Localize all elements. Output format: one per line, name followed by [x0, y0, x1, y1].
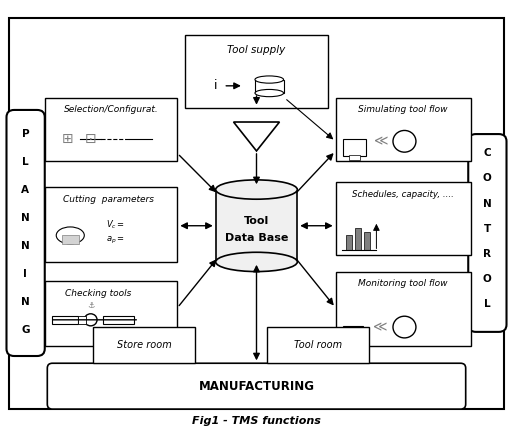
FancyBboxPatch shape: [185, 35, 328, 108]
FancyBboxPatch shape: [45, 187, 177, 262]
Text: R: R: [483, 249, 491, 259]
Text: L: L: [22, 157, 29, 167]
Bar: [104, 316, 134, 324]
FancyBboxPatch shape: [336, 98, 471, 161]
Text: Cutting  parameters: Cutting parameters: [63, 195, 154, 204]
Text: ⊞: ⊞: [62, 132, 73, 146]
Text: Checking tools: Checking tools: [65, 289, 131, 298]
Text: N: N: [21, 297, 30, 307]
FancyBboxPatch shape: [93, 327, 195, 363]
FancyBboxPatch shape: [45, 98, 177, 161]
Text: O: O: [483, 274, 491, 284]
Text: P: P: [22, 129, 29, 139]
Ellipse shape: [56, 227, 84, 244]
Ellipse shape: [393, 316, 416, 338]
Bar: [346, 236, 352, 250]
Text: Data Base: Data Base: [225, 233, 288, 243]
Text: Schedules, capacity, ....: Schedules, capacity, ....: [352, 190, 454, 199]
Text: Tool: Tool: [244, 216, 269, 226]
Bar: [52, 316, 78, 324]
Text: N: N: [21, 213, 30, 223]
Bar: [348, 339, 358, 344]
Text: Store room: Store room: [117, 340, 172, 350]
Bar: [343, 326, 363, 340]
Text: O: O: [483, 173, 491, 184]
Text: C: C: [483, 149, 491, 158]
Bar: [349, 155, 360, 160]
Text: ≪: ≪: [373, 320, 387, 334]
Text: Simulating tool flow: Simulating tool flow: [358, 105, 448, 114]
Text: Fig1 - TMS functions: Fig1 - TMS functions: [192, 416, 321, 426]
Ellipse shape: [393, 131, 416, 152]
Text: Selection/Configurat.: Selection/Configurat.: [64, 105, 159, 114]
Ellipse shape: [215, 180, 298, 199]
Text: $V_c =$: $V_c =$: [106, 218, 125, 231]
FancyBboxPatch shape: [47, 363, 466, 409]
Text: Monitoring tool flow: Monitoring tool flow: [358, 279, 448, 288]
Text: T: T: [483, 224, 491, 234]
Text: G: G: [21, 325, 30, 335]
Text: MANUFACTURING: MANUFACTURING: [199, 380, 314, 393]
FancyBboxPatch shape: [336, 182, 471, 255]
FancyBboxPatch shape: [267, 327, 369, 363]
FancyBboxPatch shape: [45, 281, 177, 347]
Text: N: N: [483, 198, 491, 208]
Polygon shape: [233, 122, 280, 151]
Text: A: A: [22, 185, 29, 195]
Text: Tool room: Tool room: [293, 340, 342, 350]
Text: $a_p =$: $a_p =$: [106, 235, 125, 246]
FancyBboxPatch shape: [9, 18, 504, 409]
Bar: [255, 80, 284, 93]
Text: ⚓: ⚓: [87, 301, 94, 310]
Ellipse shape: [255, 90, 284, 97]
Bar: [62, 235, 79, 243]
Bar: [78, 316, 86, 324]
Ellipse shape: [255, 76, 284, 83]
Text: Tool supply: Tool supply: [227, 45, 286, 55]
Bar: [343, 139, 366, 156]
Text: L: L: [484, 299, 490, 309]
FancyBboxPatch shape: [468, 134, 506, 332]
Bar: [364, 232, 370, 250]
Text: ≪: ≪: [374, 134, 389, 148]
Ellipse shape: [215, 252, 298, 271]
Ellipse shape: [84, 314, 97, 326]
FancyBboxPatch shape: [7, 110, 45, 356]
Bar: [355, 228, 361, 250]
Text: i: i: [214, 80, 218, 92]
FancyBboxPatch shape: [336, 271, 471, 347]
Text: I: I: [24, 269, 27, 279]
Text: ⊡: ⊡: [85, 132, 96, 146]
Bar: [215, 190, 298, 262]
Text: N: N: [21, 241, 30, 251]
